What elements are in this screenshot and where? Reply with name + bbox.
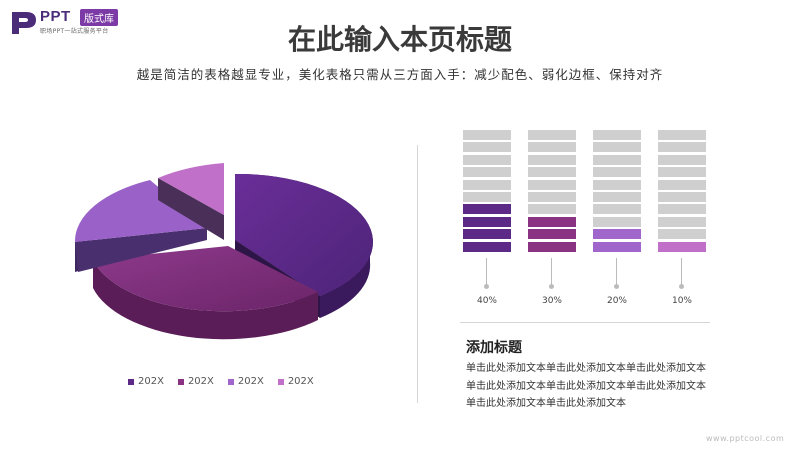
- bar-segment: [528, 179, 576, 190]
- pie-chart: [74, 163, 373, 340]
- legend-swatch: [177, 378, 184, 385]
- vertical-divider: [417, 145, 418, 403]
- section-body: 单击此处添加文本单击此处添加文本单击此处添加文本 单击此处添加文本单击此处添加文…: [466, 360, 716, 413]
- bar-segment: [528, 241, 576, 252]
- section-heading: 添加标题: [466, 340, 522, 356]
- bar-segment: [593, 154, 641, 165]
- page-title: 在此输入本页标题: [287, 23, 512, 56]
- bar-segment: [463, 192, 511, 202]
- bar-segment: [593, 130, 641, 140]
- bar-segment: [593, 216, 641, 227]
- brand-tagline: 职场PPT一站式服务平台: [40, 28, 109, 35]
- bar-segment: [528, 216, 576, 227]
- bar-segment: [463, 142, 511, 153]
- brand-badge: 版式库: [80, 9, 118, 26]
- bar-percent-label: 20%: [606, 296, 627, 306]
- bar-segment: [658, 179, 706, 190]
- bar-segment: [593, 142, 641, 153]
- bar-segment: [593, 167, 641, 178]
- legend-swatch: [128, 378, 134, 385]
- body-line: 单击此处添加文本单击此处添加文本单击此处添加文本: [466, 380, 706, 392]
- body-line: 单击此处添加文本单击此处添加文本: [466, 398, 626, 409]
- horizontal-divider: [460, 322, 710, 323]
- segmented-bar-chart: 40% 30% 20% 10%: [463, 130, 713, 310]
- bar-segment: [658, 167, 706, 178]
- watermark: www.pptcool.com: [706, 434, 785, 443]
- bar-segment: [658, 130, 706, 140]
- legend-label: 202X: [237, 376, 264, 387]
- bar-segment: [463, 154, 511, 165]
- bar-segment: [463, 204, 511, 215]
- bar-segment: [528, 192, 576, 202]
- bar-segment: [463, 167, 511, 178]
- legend-swatch: [277, 378, 284, 385]
- body-line: 单击此处添加文本单击此处添加文本单击此处添加文本: [466, 363, 706, 374]
- bar-segment: [528, 154, 576, 165]
- bar-dot: [549, 284, 554, 289]
- bar-segment: [593, 204, 641, 215]
- bar-segment: [463, 216, 511, 227]
- bar-segment: [528, 229, 576, 240]
- brand-name: PPT: [40, 8, 71, 25]
- bar-percent-label: 40%: [476, 296, 497, 306]
- bar-segment: [463, 179, 511, 190]
- pie-slice-3: [74, 180, 208, 272]
- bar-percent-label: 10%: [671, 296, 692, 306]
- bar-segment: [658, 192, 706, 202]
- bar-stem: [681, 258, 682, 286]
- legend-label: 202X: [187, 376, 214, 387]
- legend-label: 202X: [138, 376, 164, 387]
- pie-slice-2: [93, 246, 318, 340]
- bar-segment: [658, 204, 706, 215]
- bar-segment: [658, 229, 706, 240]
- bar-segment: [528, 130, 576, 140]
- legend-item: 202X: [227, 376, 264, 387]
- legend-swatch: [227, 378, 234, 385]
- brand-logo-icon: [12, 12, 36, 34]
- legend-item: 202X: [277, 376, 314, 387]
- bar-segment: [658, 154, 706, 165]
- bar-segment: [658, 216, 706, 227]
- bar-stem: [551, 258, 552, 286]
- bar-percent-label: 30%: [541, 296, 562, 306]
- bar-segment: [593, 192, 641, 202]
- page-subtitle: 越是简洁的表格越显专业，美化表格只需从三方面入手：减少配色、弱化边框、保持对齐: [136, 67, 664, 82]
- bar-segment: [528, 142, 576, 153]
- legend-label: 202X: [287, 376, 314, 387]
- pie-legend: 202X 202X 202X 202X: [128, 376, 314, 387]
- bar-segment: [528, 204, 576, 215]
- bar-segment: [463, 130, 511, 140]
- bar-segment: [463, 229, 511, 240]
- bar-stem: [616, 258, 617, 286]
- bar-dot: [679, 284, 684, 289]
- bar-segment: [463, 241, 511, 252]
- bar-segment: [593, 241, 641, 252]
- bar-stem: [486, 258, 487, 286]
- pie-slice-4: [158, 163, 224, 240]
- bar-dot: [484, 284, 489, 289]
- legend-item: 202X: [128, 376, 164, 387]
- bar-segment: [658, 142, 706, 153]
- bar-segment: [658, 241, 706, 252]
- bar-segment: [593, 229, 641, 240]
- bar-segment: [528, 167, 576, 178]
- legend-item: 202X: [177, 376, 214, 387]
- bar-dot: [614, 284, 619, 289]
- bar-segment: [593, 179, 641, 190]
